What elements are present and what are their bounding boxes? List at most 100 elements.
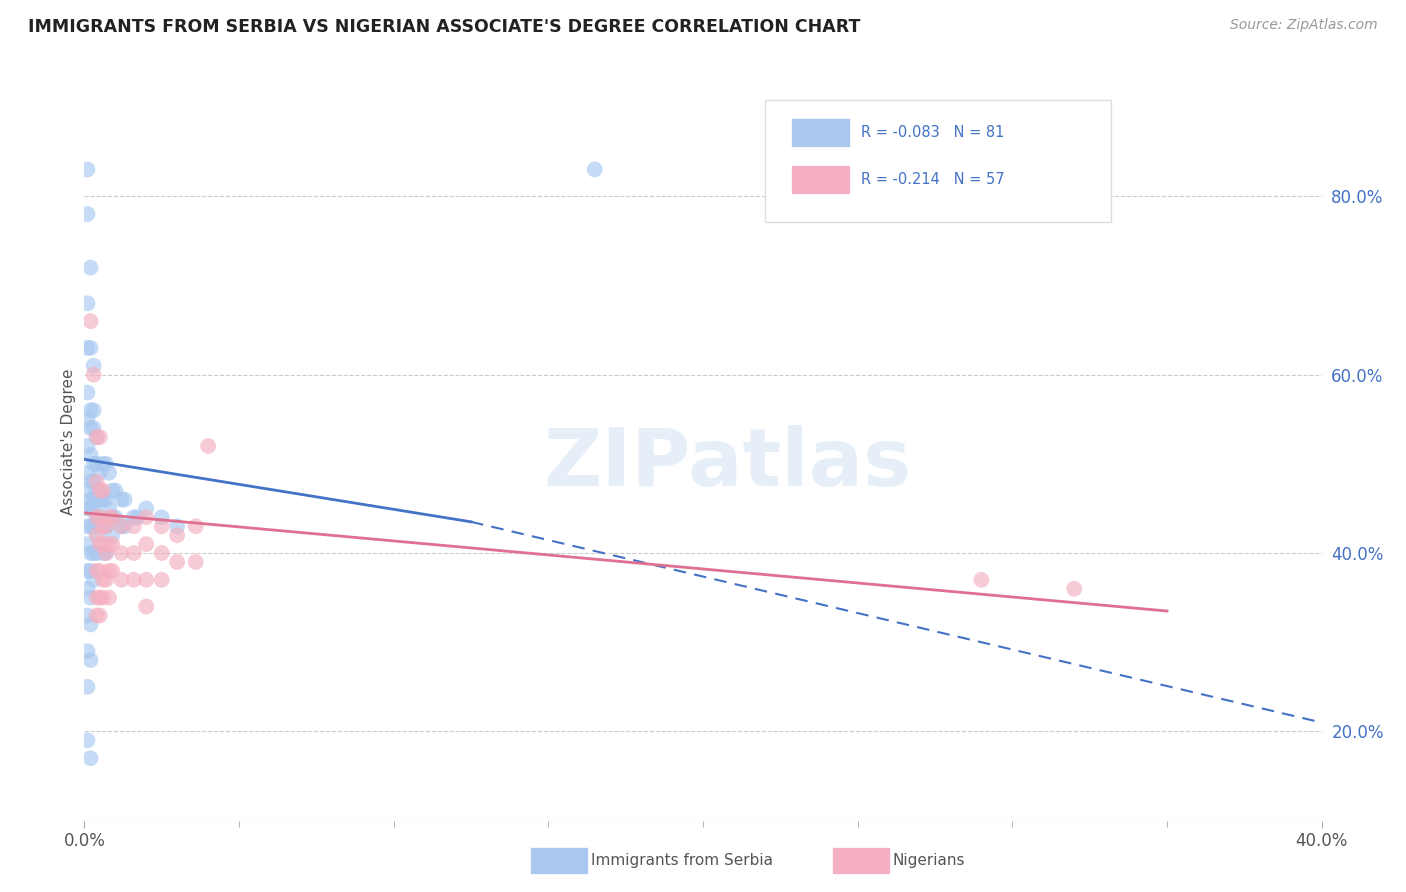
Point [76,501,98,516]
Point [86,483,108,498]
Point [135,537,157,551]
Point [122,573,145,587]
Point [89,510,111,524]
Text: Immigrants from Serbia: Immigrants from Serbia [591,854,772,868]
Point [76,582,98,596]
Point [79,260,101,275]
Point [79,314,101,328]
Point [79,564,101,578]
Point [76,483,98,498]
Point [91,573,114,587]
Point [76,680,98,694]
Point [110,519,132,533]
Point [98,466,121,480]
Point [79,591,101,605]
Point [91,492,114,507]
Y-axis label: Associate's Degree: Associate's Degree [60,368,76,515]
Point [110,492,132,507]
Point [166,528,188,542]
Point [101,528,124,542]
Point [76,564,98,578]
Point [91,591,114,605]
Point [86,591,108,605]
Point [89,608,111,623]
Point [83,421,105,435]
Point [76,519,98,533]
Point [104,510,127,524]
Point [76,296,98,310]
Text: ZIPatlas: ZIPatlas [544,425,912,503]
Point [1063,582,1085,596]
Point [83,519,105,533]
Point [76,537,98,551]
Point [83,475,105,489]
Point [197,439,219,453]
Point [76,385,98,400]
Text: R = -0.083   N = 81: R = -0.083 N = 81 [862,125,1005,140]
Point [86,430,108,444]
Point [94,573,117,587]
Point [101,564,124,578]
Point [89,510,111,524]
Point [184,519,207,533]
Point [184,555,207,569]
Text: R = -0.214   N = 57: R = -0.214 N = 57 [862,171,1005,186]
Text: Source: ZipAtlas.com: Source: ZipAtlas.com [1230,18,1378,32]
Point [86,528,108,542]
Point [79,751,101,765]
Point [89,537,111,551]
Point [94,519,117,533]
Text: Nigerians: Nigerians [893,854,966,868]
FancyBboxPatch shape [765,100,1111,221]
Point [166,555,188,569]
Point [122,546,145,560]
Point [110,519,132,533]
Point [83,403,105,417]
Point [83,546,105,560]
Point [83,457,105,471]
Point [122,510,145,524]
Point [94,519,117,533]
Point [110,546,132,560]
Point [101,483,124,498]
Point [98,591,121,605]
Point [86,608,108,623]
Point [76,412,98,426]
Point [98,564,121,578]
Point [79,617,101,632]
Point [135,599,157,614]
Point [150,519,173,533]
Point [76,733,98,747]
Point [79,519,101,533]
Point [166,519,188,533]
Point [83,492,105,507]
Point [583,162,606,177]
Point [91,519,114,533]
Point [76,608,98,623]
Point [110,573,132,587]
Point [76,439,98,453]
Point [79,421,101,435]
Point [150,546,173,560]
Point [135,501,157,516]
Point [83,573,105,587]
Point [83,501,105,516]
Point [79,341,101,355]
Point [150,573,173,587]
Point [98,501,121,516]
Point [86,546,108,560]
Point [83,359,105,373]
Point [89,492,111,507]
Point [86,457,108,471]
Point [94,457,117,471]
Point [86,564,108,578]
Point [122,519,145,533]
Point [114,492,136,507]
Point [86,528,108,542]
Point [89,564,111,578]
Point [86,475,108,489]
Text: IMMIGRANTS FROM SERBIA VS NIGERIAN ASSOCIATE'S DEGREE CORRELATION CHART: IMMIGRANTS FROM SERBIA VS NIGERIAN ASSOC… [28,18,860,36]
Point [91,519,114,533]
Point [76,466,98,480]
Point [150,510,173,524]
